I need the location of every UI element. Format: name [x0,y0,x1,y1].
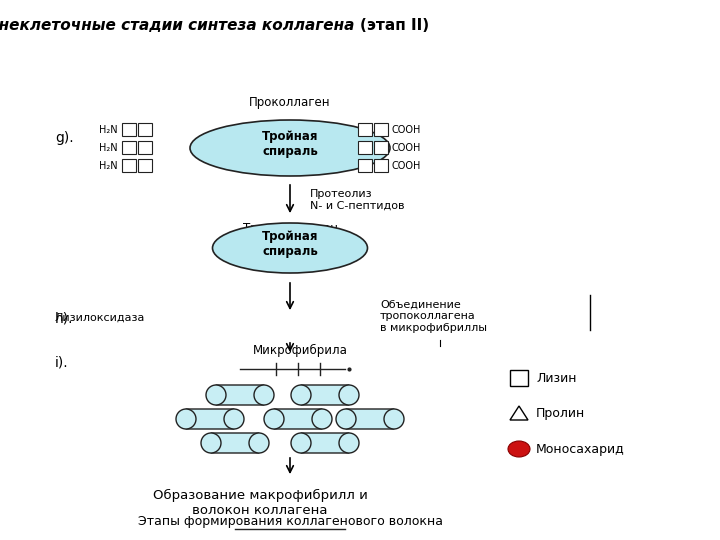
Text: Протеолиз
N- и С-пептидов: Протеолиз N- и С-пептидов [310,189,405,211]
Text: Внеклеточные стадии синтеза коллагена: Внеклеточные стадии синтеза коллагена [0,18,360,33]
Text: i).: i). [55,356,68,370]
Bar [138,159,152,172]
Ellipse shape [212,223,367,273]
Text: Тропоколлаген: Тропоколлаген [243,222,338,235]
Text: H₂N: H₂N [99,125,118,135]
Text: Образование макрофибрилл и
волокон коллагена: Образование макрофибрилл и волокон колла… [153,489,367,517]
Ellipse shape [254,385,274,405]
Ellipse shape [190,120,390,176]
Text: (этап II): (этап II) [360,18,429,33]
FancyBboxPatch shape [216,385,264,405]
FancyBboxPatch shape [274,409,322,429]
FancyBboxPatch shape [211,433,259,453]
Bar [122,159,136,172]
Ellipse shape [201,433,221,453]
FancyBboxPatch shape [186,409,234,429]
Polygon shape [510,406,528,420]
Bar [358,141,372,154]
Ellipse shape [508,441,530,457]
Bar [510,370,528,386]
Text: COOH: COOH [392,143,421,153]
Text: H₂N: H₂N [99,143,118,153]
Text: g).: g). [55,131,73,145]
Bar [122,141,136,154]
Text: COOH: COOH [392,161,421,171]
Ellipse shape [176,409,196,429]
Bar [138,123,152,136]
Ellipse shape [224,409,244,429]
Text: Микрофибрила: Микрофибрила [253,344,348,357]
Bar [138,141,152,154]
Ellipse shape [312,409,332,429]
Text: Тройная
спираль: Тройная спираль [262,230,318,258]
Ellipse shape [249,433,269,453]
Ellipse shape [384,409,404,429]
Bar [122,123,136,136]
Text: Объединение
тропоколлагена
в микрофибриллы: Объединение тропоколлагена в микрофибрил… [380,299,487,333]
Bar [358,123,372,136]
Bar [374,141,388,154]
Text: COOH: COOH [392,125,421,135]
Text: h).: h). [55,311,73,325]
FancyBboxPatch shape [301,385,349,405]
Text: Пролин: Пролин [536,407,585,420]
Text: Лизилоксидаза: Лизилоксидаза [55,313,145,323]
Text: Лизин: Лизин [536,372,577,384]
Bar [374,159,388,172]
FancyBboxPatch shape [346,409,394,429]
Ellipse shape [339,433,359,453]
Ellipse shape [291,433,311,453]
Text: Этапы формирования коллагенового волокна: Этапы формирования коллагенового волокна [138,515,443,528]
Ellipse shape [264,409,284,429]
Text: H₂N: H₂N [99,161,118,171]
Ellipse shape [206,385,226,405]
Bar [358,159,372,172]
Ellipse shape [339,385,359,405]
Ellipse shape [336,409,356,429]
Text: Моносахарид: Моносахарид [536,442,625,456]
Bar [374,123,388,136]
Ellipse shape [291,385,311,405]
FancyBboxPatch shape [301,433,349,453]
Text: Тройная
спираль: Тройная спираль [262,130,318,158]
Text: Проколлаген: Проколлаген [249,96,330,109]
